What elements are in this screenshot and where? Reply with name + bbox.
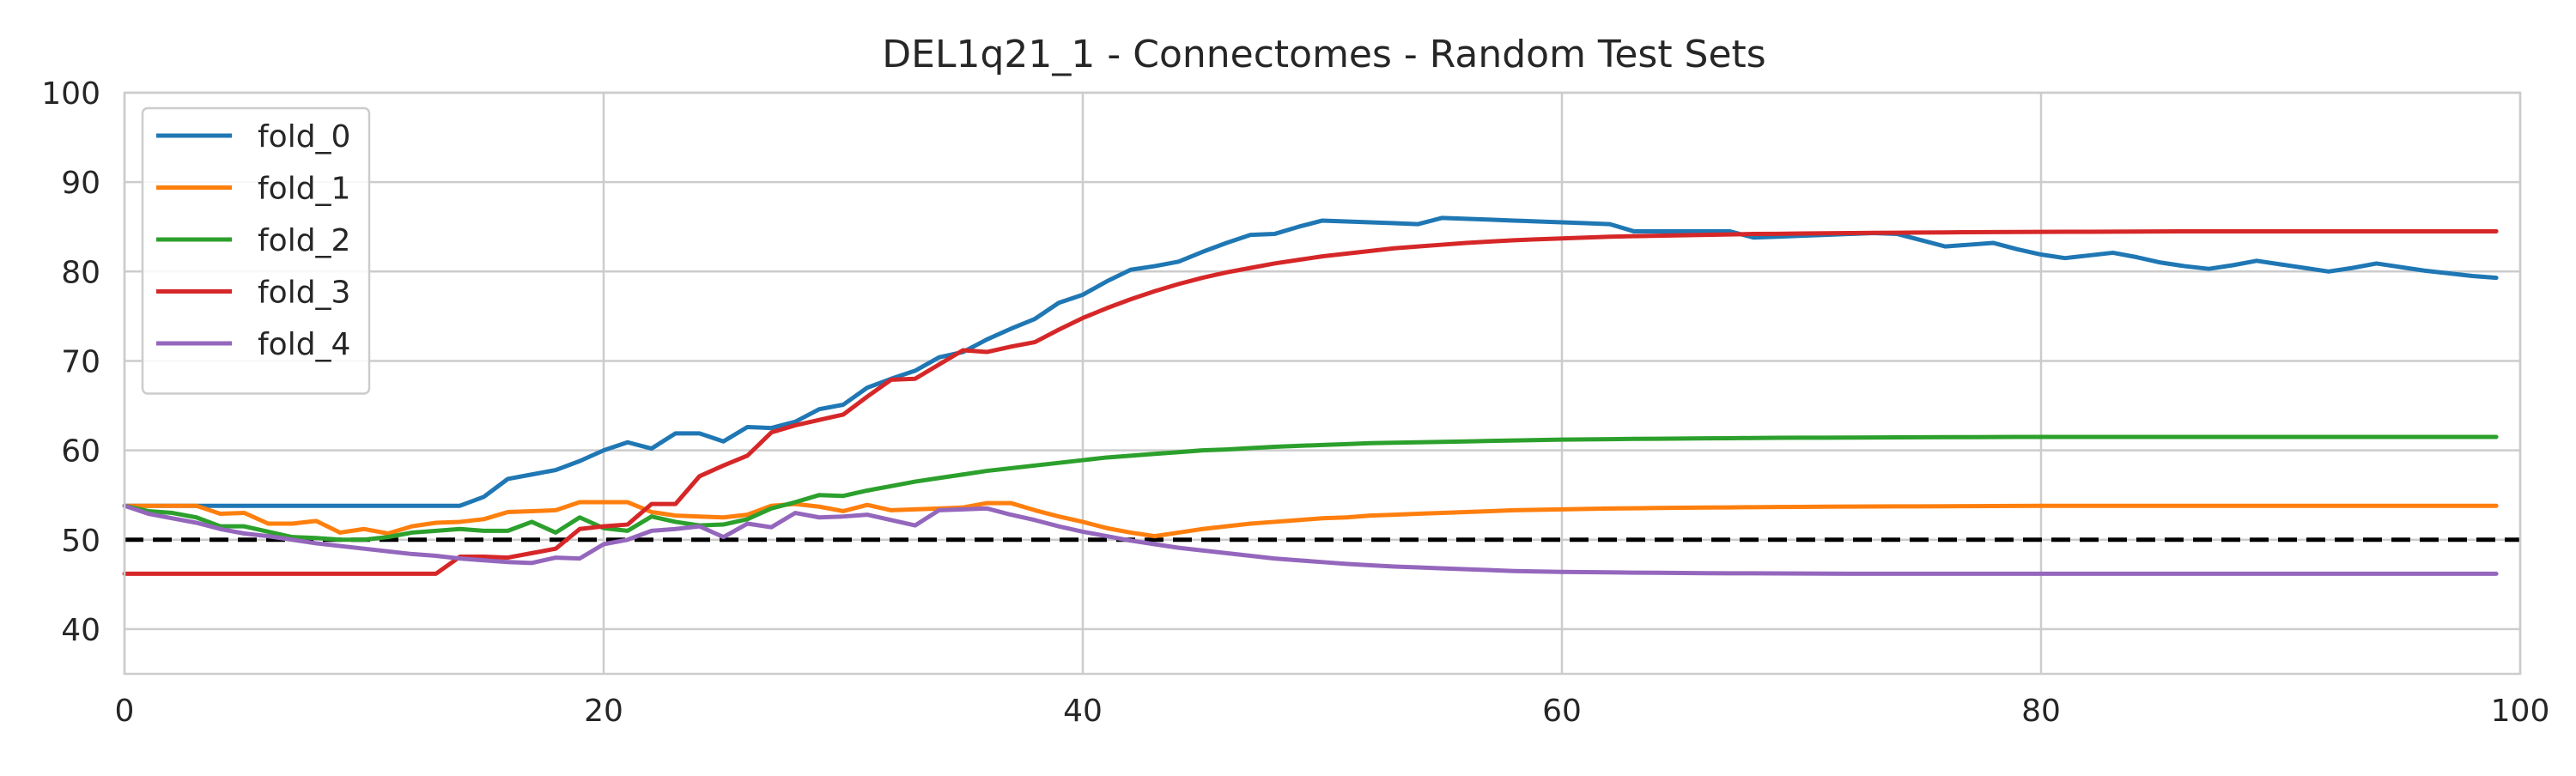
- x-tick-label: 20: [584, 694, 623, 729]
- x-tick-label: 80: [2021, 694, 2061, 729]
- legend-label: fold_2: [258, 223, 350, 258]
- y-tick-label: 80: [61, 255, 100, 290]
- y-tick-label: 70: [61, 344, 100, 379]
- y-tick-label: 60: [61, 434, 100, 470]
- x-tick-label: 60: [1542, 694, 1582, 729]
- legend-label: fold_3: [258, 276, 350, 311]
- legend-box: [141, 106, 371, 395]
- y-tick-label: 100: [41, 76, 100, 112]
- legend-label: fold_4: [258, 327, 350, 362]
- x-tick-label: 0: [115, 694, 135, 729]
- legend-label: fold_1: [258, 172, 350, 207]
- legend: fold_0 fold_1 fold_2 fold_3 fold_4: [141, 106, 371, 395]
- legend-label: fold_0: [258, 119, 350, 155]
- x-tick-label: 40: [1063, 694, 1103, 729]
- chart-title: DEL1q21_1 - Connectomes - Random Test Se…: [882, 33, 1765, 76]
- y-tick-label: 50: [61, 524, 100, 559]
- series-line-fold-2: [122, 434, 2499, 543]
- series-line-fold-0: [122, 215, 2499, 508]
- y-tick-labels: 40 50 60 70 80 90 100: [41, 76, 100, 648]
- series-line-fold-4: [122, 503, 2499, 576]
- x-tick-labels: 0 20 40 60 80 100: [115, 694, 2550, 729]
- series-line-fold-1: [122, 500, 2499, 539]
- plot-frame: [123, 91, 2522, 676]
- x-tick-label: 100: [2491, 694, 2550, 729]
- series-line-fold-3: [122, 228, 2499, 576]
- series-lines: [122, 215, 2499, 576]
- y-tick-label: 40: [61, 613, 100, 648]
- y-tick-label: 90: [61, 166, 100, 201]
